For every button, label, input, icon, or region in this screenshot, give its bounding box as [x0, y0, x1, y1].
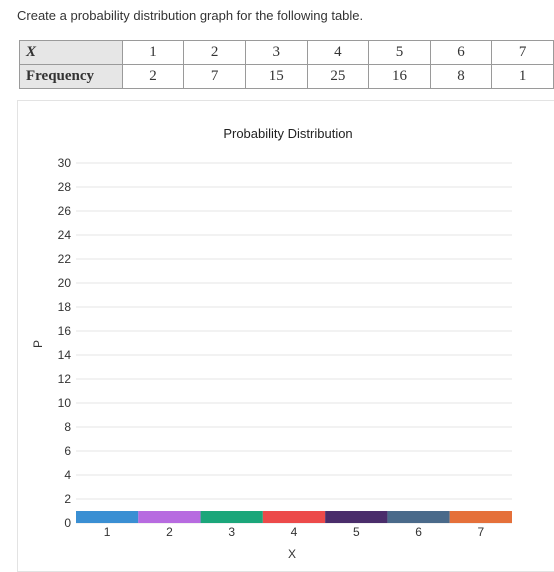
x-tick-label: 5 — [353, 525, 360, 539]
chart-panel: Probability Distribution 0 2 4 6 8 10 12 14 16 18… — [17, 100, 554, 572]
frequency-cell: 16 — [368, 64, 431, 89]
bar-2[interactable] — [138, 511, 201, 523]
y-tick-label: 20 — [58, 276, 72, 290]
x-tick-label: 6 — [415, 525, 422, 539]
x-tick-label: 1 — [104, 525, 111, 539]
x-tick-label: 3 — [228, 525, 235, 539]
frequency-cell: 7 — [183, 64, 246, 89]
x-value-cell: 1 — [121, 40, 185, 65]
bar-6[interactable] — [387, 511, 450, 523]
x-value-cell: 4 — [306, 40, 370, 65]
y-tick-label: 2 — [64, 492, 71, 506]
x-value-cell: 5 — [368, 40, 431, 65]
x-tick-label: 4 — [291, 525, 298, 539]
x-header-cell: X — [19, 40, 123, 65]
frequency-cell: 15 — [244, 64, 308, 89]
bar-4[interactable] — [262, 511, 326, 523]
y-axis-label: P — [31, 340, 45, 348]
y-tick-label: 6 — [64, 444, 71, 458]
x-axis-label: X — [288, 547, 296, 561]
y-tick-label: 4 — [64, 468, 71, 482]
bar-7[interactable] — [449, 511, 512, 523]
y-tick-label: 0 — [64, 516, 71, 530]
x-tick-label: 2 — [166, 525, 173, 539]
table-row-x: X 1 2 3 4 5 6 7 — [19, 40, 554, 65]
y-tick-label: 18 — [58, 300, 72, 314]
x-tick-labels: 1 2 3 4 5 6 7 — [104, 525, 485, 539]
y-tick-label: 26 — [58, 204, 72, 218]
bar-3[interactable] — [200, 511, 263, 523]
y-tick-label: 16 — [58, 324, 72, 338]
y-tick-label: 10 — [58, 396, 72, 410]
frequency-header-cell: Frequency — [19, 64, 123, 89]
bar-1[interactable] — [76, 511, 139, 523]
y-tick-label: 30 — [58, 156, 72, 170]
x-tick-label: 7 — [478, 525, 485, 539]
frequency-cell: 1 — [491, 64, 554, 89]
gridlines — [76, 162, 512, 524]
chart-title: Probability Distribution — [223, 126, 352, 141]
table-row-frequency: Frequency 2 7 15 25 16 8 1 — [19, 64, 554, 89]
frequency-cell: 2 — [121, 64, 185, 89]
question-prompt: Create a probability distribution graph … — [17, 8, 364, 23]
y-tick-label: 8 — [64, 420, 71, 434]
y-tick-label: 24 — [58, 228, 72, 242]
y-tick-label: 14 — [58, 348, 72, 362]
x-value-cell: 6 — [429, 40, 493, 65]
y-tick-label: 28 — [58, 180, 72, 194]
x-value-cell: 2 — [183, 40, 246, 65]
probability-chart: Probability Distribution 024681012141618… — [31, 126, 512, 561]
frequency-cell: 25 — [306, 64, 370, 89]
x-value-cell: 3 — [244, 40, 308, 65]
y-tick-label: 12 — [58, 372, 72, 386]
x-header-label: X — [26, 44, 37, 60]
frequency-table: X 1 2 3 4 5 6 7 Frequency 2 7 15 25 16 8… — [19, 40, 554, 89]
x-value-cell: 7 — [491, 40, 554, 65]
frequency-cell: 8 — [429, 64, 493, 89]
y-tick-label: 22 — [58, 252, 72, 266]
bars[interactable] — [76, 511, 512, 523]
bar-5[interactable] — [325, 511, 388, 523]
